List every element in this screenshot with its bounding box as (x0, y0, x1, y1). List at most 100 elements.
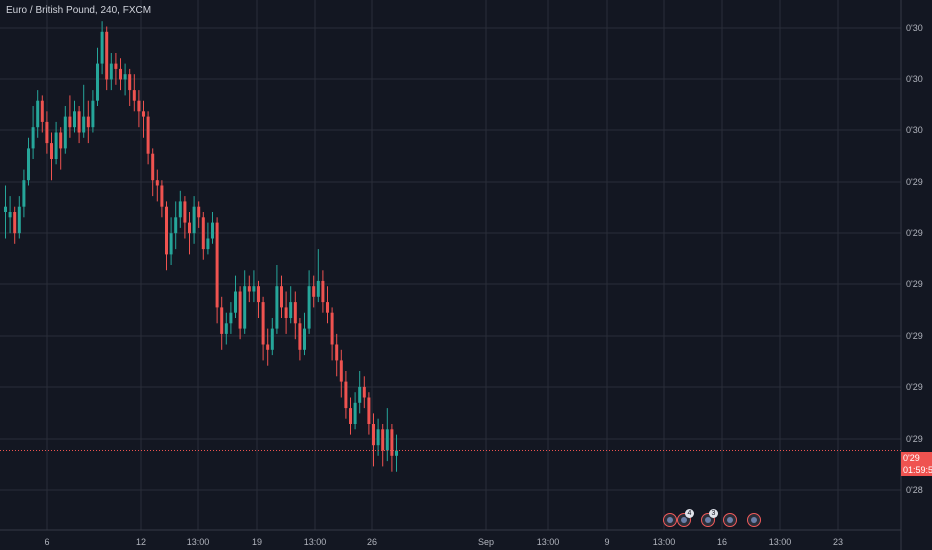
candle-body (45, 121, 49, 144)
y-tick-label: 0'29 (906, 331, 923, 341)
candle-body (105, 31, 109, 80)
candle-body (8, 212, 12, 218)
x-tick-label: 13:00 (769, 537, 792, 547)
x-tick-label: 23 (833, 537, 843, 547)
candle-body (238, 291, 242, 329)
candle-body (330, 312, 334, 345)
candle-body (96, 63, 99, 101)
candle-body (335, 344, 339, 361)
candle-body (312, 286, 316, 297)
y-tick-label: 0'30 (906, 23, 923, 33)
candle-body (22, 180, 26, 207)
candle-body (192, 206, 196, 234)
candle-body (390, 429, 394, 456)
candle-body (372, 424, 375, 446)
candle-body (114, 63, 118, 69)
y-tick-label: 0'29 (906, 228, 923, 238)
candle-body (91, 100, 95, 128)
candle-body (54, 132, 58, 159)
y-tick-label: 0'29 (906, 434, 923, 444)
current-price-tag: 0'29 (901, 452, 932, 464)
candle-body (252, 286, 256, 292)
uk-flag-event-icon[interactable] (663, 513, 677, 527)
candle-body (243, 286, 247, 329)
candle-body (293, 302, 297, 324)
candle-body (395, 450, 398, 456)
x-tick-label: 26 (367, 537, 377, 547)
candle-body (100, 31, 104, 64)
candle-body (174, 217, 178, 234)
y-tick-label: 0'30 (906, 74, 923, 84)
candle-body (13, 212, 17, 234)
candle-body (261, 302, 265, 345)
candle-body (146, 116, 150, 154)
candle-body (151, 153, 155, 181)
candle-body (77, 111, 81, 133)
y-tick-label: 0'29 (906, 382, 923, 392)
candle-body (178, 201, 182, 218)
candle-body (339, 360, 343, 382)
candle-body (183, 201, 187, 223)
y-tick-label: 0'28 (906, 485, 923, 495)
candle-body (215, 222, 219, 308)
candle-body (266, 344, 270, 350)
x-tick-label: 13:00 (187, 537, 210, 547)
y-tick-label: 0'30 (906, 125, 923, 135)
candle-body (229, 312, 233, 324)
candle-body (40, 100, 44, 122)
x-tick-label: 12 (136, 537, 146, 547)
candle-body (358, 386, 362, 403)
candle-body (17, 206, 21, 234)
candle-body (137, 100, 141, 112)
candle-body (4, 206, 7, 212)
candle-body (280, 286, 283, 308)
candle-body (234, 291, 237, 313)
candle-body (321, 280, 325, 303)
x-tick-label: Sep (478, 537, 494, 547)
candle-body (160, 185, 164, 207)
candle-body (344, 381, 348, 409)
y-tick-label: 0'29 (906, 177, 923, 187)
x-tick-label: 13:00 (653, 537, 676, 547)
candle-body (257, 286, 260, 303)
x-tick-label: 19 (252, 537, 262, 547)
candle-body (275, 286, 279, 329)
candle-body (349, 408, 352, 424)
candle-body (220, 307, 224, 334)
chart-title: Euro / British Pound, 240, FXCM (6, 5, 152, 16)
candle-body (86, 116, 90, 128)
candle-body (326, 302, 329, 313)
candle-body (132, 90, 136, 101)
candle-body (73, 111, 76, 128)
candle-body (59, 132, 63, 149)
event-count-badge: 4 (685, 509, 694, 518)
candle-body (316, 280, 320, 297)
candle-body (201, 217, 205, 250)
candle-body (247, 286, 251, 292)
candle-body (119, 68, 122, 80)
candle-body (128, 74, 132, 91)
candle-body (63, 116, 67, 149)
bar-countdown-tag: 01:59:5 (901, 464, 932, 476)
x-tick-label: 6 (44, 537, 49, 547)
event-icon-3[interactable] (747, 513, 761, 527)
candle-body (68, 116, 72, 128)
candle-body (169, 233, 173, 255)
candle-body (298, 323, 302, 350)
candle-body (197, 206, 201, 218)
candle-body (27, 148, 30, 181)
candle-body (50, 143, 53, 159)
x-tick-label: 13:00 (304, 537, 327, 547)
candle-body (381, 429, 385, 451)
candle-body (270, 328, 274, 350)
y-tick-label: 0'29 (906, 279, 923, 289)
candle-body (284, 307, 288, 318)
candle-body (367, 397, 371, 424)
candle-body (289, 302, 293, 318)
candle-body (31, 127, 35, 149)
candle-body (353, 402, 357, 424)
candle-body (123, 74, 127, 80)
event-icon-2[interactable] (723, 513, 737, 527)
event-count-badge: 3 (709, 509, 718, 518)
